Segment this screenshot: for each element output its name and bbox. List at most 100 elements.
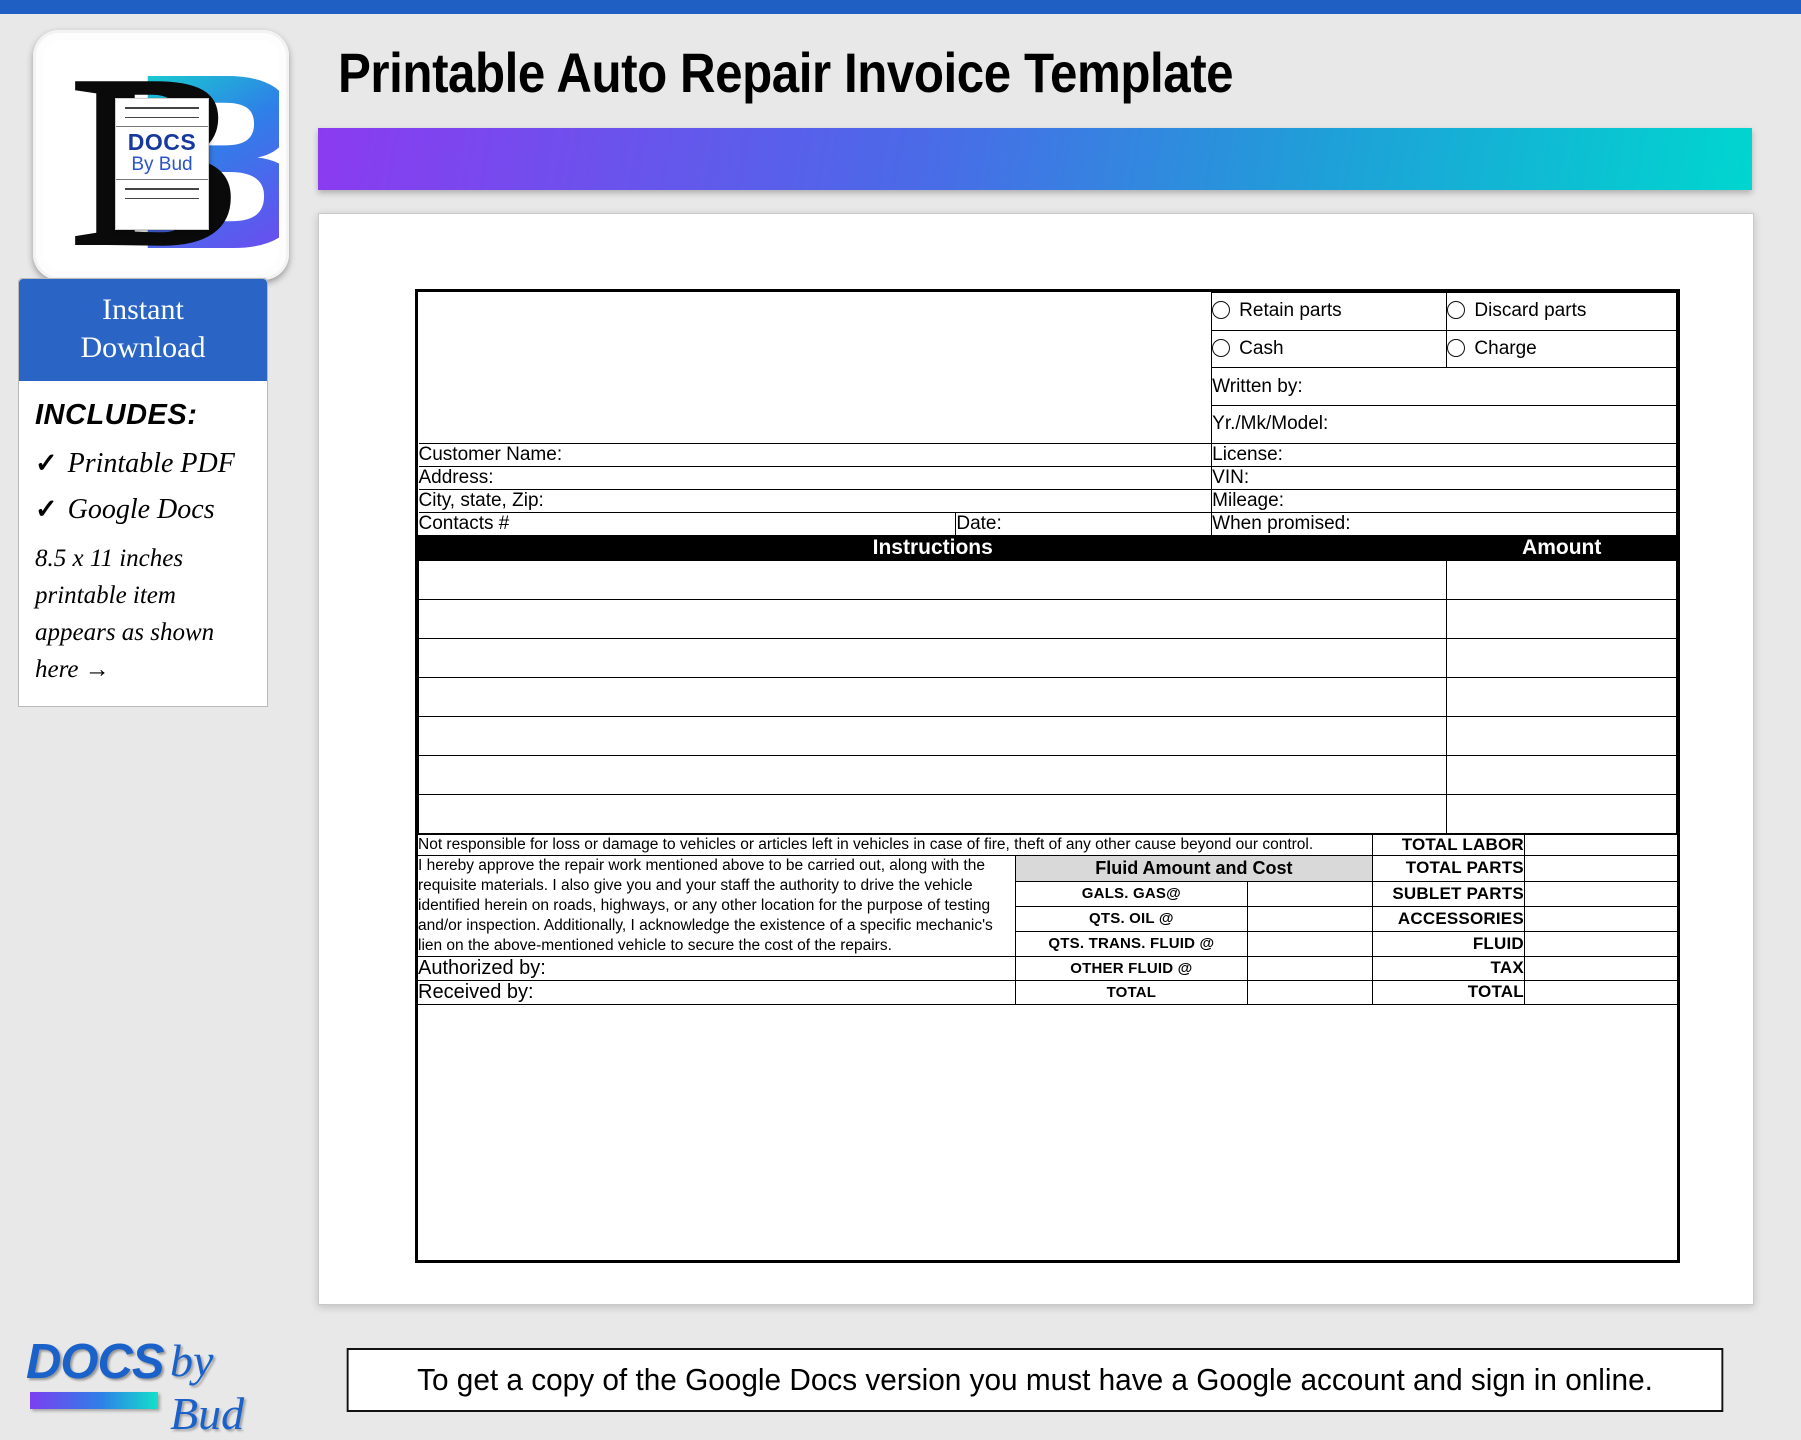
field-city-state-zip[interactable]: City, state, Zip:	[418, 488, 1213, 513]
logo-docs-text: DOCS	[127, 129, 197, 155]
download-line-1: Instant	[102, 293, 184, 326]
includes-body: INCLUDES: ✓ Printable PDF ✓ Google Docs …	[19, 381, 267, 706]
field-customer-name[interactable]: Customer Name:	[418, 442, 1213, 467]
option-cash[interactable]: Cash	[1211, 329, 1448, 369]
field-contacts[interactable]: Contacts #	[418, 511, 957, 536]
line-item-amount[interactable]	[1446, 754, 1677, 795]
line-item-amount[interactable]	[1446, 793, 1677, 834]
fluid-value-qts-trans-fluid[interactable]	[1246, 930, 1373, 957]
total-label-total-parts: TOTAL PARTS	[1371, 854, 1525, 882]
instant-download-header: Instant Download	[19, 279, 267, 381]
field-vin[interactable]: VIN:	[1211, 465, 1677, 490]
table-row	[417, 793, 1677, 834]
field-license[interactable]: License:	[1211, 442, 1677, 467]
line-item-desc[interactable]	[417, 676, 1448, 717]
table-row: Instructions Amount	[417, 534, 1677, 561]
fluid-value-qts-oil[interactable]	[1246, 905, 1373, 932]
total-label-sublet-parts: SUBLET PARTS	[1371, 880, 1525, 907]
field-authorized-by[interactable]: Authorized by:	[418, 955, 1016, 981]
list-item: ✓ Google Docs	[35, 494, 251, 526]
fluid-value-other-fluid[interactable]	[1246, 955, 1373, 981]
table-row: I hereby approve the repair work mention…	[418, 854, 1677, 957]
total-value-total-labor[interactable]	[1523, 833, 1677, 856]
footer-bybud-text: by Bud	[170, 1335, 245, 1439]
top-accent-bar	[0, 0, 1801, 14]
table-row: QTS. TRANS. FLUID @ FLUID	[418, 930, 1677, 957]
total-label-accessories: ACCESSORIES	[1371, 905, 1525, 932]
line-item-desc[interactable]	[417, 793, 1448, 834]
check-icon: ✓	[35, 494, 58, 524]
table-row: Authorized by: OTHER FLUID @ TAX	[418, 955, 1677, 981]
field-when-promised[interactable]: When promised:	[1211, 511, 1677, 536]
approval-text: I hereby approve the repair work mention…	[418, 854, 1016, 957]
radio-icon[interactable]	[1212, 301, 1231, 320]
fluid-value-total[interactable]	[1246, 979, 1373, 1005]
instructions-header: Instructions	[417, 534, 1448, 561]
fluid-label-qts-trans-fluid: QTS. TRANS. FLUID @	[1014, 930, 1248, 957]
footer-brand-logo: DOCS by Bud	[18, 1330, 280, 1439]
total-label-total: TOTAL	[1371, 979, 1525, 1005]
table-row: Yr./Mk/Model:	[419, 404, 1677, 444]
logo-bybud-text: By Bud	[131, 154, 193, 175]
logo-document-icon: DOCS By Bud	[115, 98, 209, 230]
line-item-amount[interactable]	[1446, 598, 1677, 639]
table-row: Retain parts Discard parts	[418, 292, 1677, 444]
total-label-tax: TAX	[1371, 955, 1525, 981]
total-value-tax[interactable]	[1523, 955, 1677, 981]
footer-gradient-underline	[30, 1392, 158, 1409]
check-icon: ✓	[35, 448, 58, 478]
table-row	[417, 559, 1677, 600]
fluid-value-gals-gas[interactable]	[1246, 880, 1373, 907]
invoice-form: Retain parts Discard parts Cash Charge W…	[415, 289, 1680, 1263]
logo-doc-line	[125, 107, 199, 109]
line-item-amount[interactable]	[1446, 715, 1677, 756]
option-label: Retain parts	[1239, 300, 1342, 322]
total-label-total-labor: TOTAL LABOR	[1371, 833, 1525, 856]
table-row	[417, 637, 1677, 678]
table-row: Received by: TOTAL TOTAL	[418, 979, 1677, 1005]
line-item-amount[interactable]	[1446, 559, 1677, 600]
line-item-desc[interactable]	[417, 637, 1448, 678]
total-value-accessories[interactable]	[1523, 905, 1677, 932]
field-date[interactable]: Date:	[955, 511, 1213, 536]
brand-logo-inner: B B DOCS By Bud	[43, 40, 279, 270]
line-item-amount[interactable]	[1446, 637, 1677, 678]
includes-item-label: Printable PDF	[67, 448, 235, 479]
line-item-desc[interactable]	[417, 598, 1448, 639]
size-note: 8.5 x 11 inches printable item appears a…	[35, 545, 215, 683]
fluid-label-gals-gas: GALS. GAS@	[1014, 880, 1248, 907]
amount-header: Amount	[1446, 534, 1677, 561]
line-item-desc[interactable]	[417, 559, 1448, 600]
radio-icon[interactable]	[1447, 338, 1466, 357]
option-label: Charge	[1474, 337, 1537, 359]
field-received-by[interactable]: Received by:	[418, 979, 1016, 1005]
table-row: City, state, Zip: Mileage:	[418, 488, 1677, 513]
list-item: ✓ Printable PDF	[35, 448, 251, 480]
total-value-sublet-parts[interactable]	[1523, 880, 1677, 907]
table-row	[417, 676, 1677, 717]
includes-item-label: Google Docs	[67, 494, 215, 525]
field-written-by[interactable]: Written by:	[1211, 367, 1677, 406]
radio-icon[interactable]	[1447, 301, 1466, 320]
shop-info-blank[interactable]	[418, 292, 1213, 444]
brand-logo: B B DOCS By Bud	[33, 30, 289, 280]
total-label-fluid: FLUID	[1371, 930, 1525, 957]
table-row: Customer Name: License:	[418, 442, 1677, 467]
instant-download-card: Instant Download INCLUDES: ✓ Printable P…	[18, 278, 268, 707]
fluid-label-total: TOTAL	[1014, 979, 1248, 1005]
option-discard-parts[interactable]: Discard parts	[1446, 292, 1677, 331]
line-item-amount[interactable]	[1446, 676, 1677, 717]
field-mileage[interactable]: Mileage:	[1211, 488, 1677, 513]
option-charge[interactable]: Charge	[1446, 329, 1677, 369]
field-yr-mk-model[interactable]: Yr./Mk/Model:	[1211, 404, 1677, 444]
option-retain-parts[interactable]: Retain parts	[1211, 292, 1448, 331]
radio-icon[interactable]	[1212, 338, 1231, 357]
fluid-label-qts-oil: QTS. OIL @	[1014, 905, 1248, 932]
line-item-desc[interactable]	[417, 715, 1448, 756]
total-value-fluid[interactable]	[1523, 930, 1677, 957]
field-address[interactable]: Address:	[418, 465, 1213, 490]
total-value-total-parts[interactable]	[1523, 854, 1677, 882]
total-value-total[interactable]	[1523, 979, 1677, 1005]
table-row: Written by:	[419, 367, 1677, 406]
line-item-desc[interactable]	[417, 754, 1448, 795]
